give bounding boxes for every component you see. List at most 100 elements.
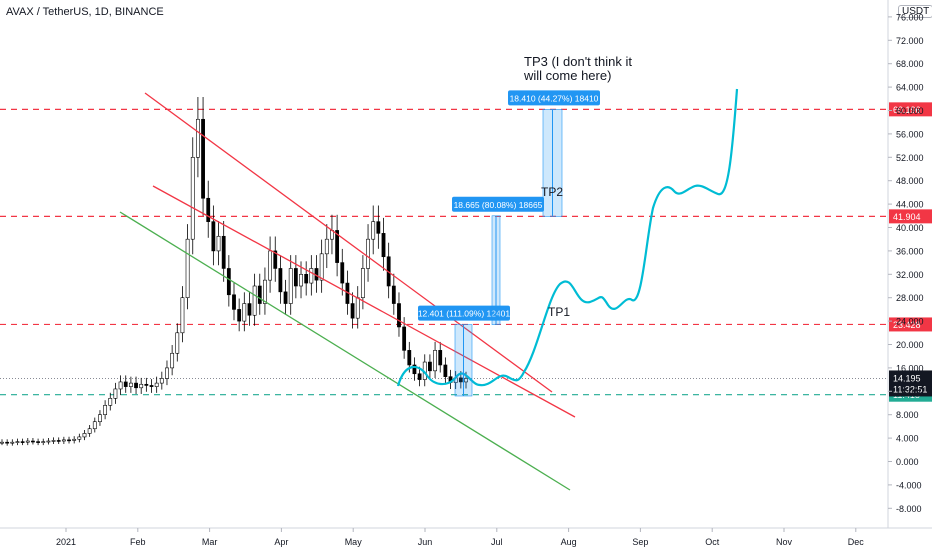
x-tick-label: Aug [561,537,577,547]
annotation-text[interactable]: TP3 (I don't think it [524,54,632,69]
candle [5,439,10,446]
y-tick-label: 48.000 [896,176,924,186]
candle [31,438,35,445]
candle [211,205,216,266]
candle [350,292,355,329]
countdown-label: 11:32:51 [893,384,927,394]
x-tick-label: Dec [848,537,865,547]
mid-trendline[interactable] [152,185,576,418]
candle [56,437,61,445]
candle [190,137,195,255]
y-tick-label: -4.000 [896,480,922,490]
candle [113,382,118,404]
candle [201,96,205,216]
candle [216,221,221,266]
last-price-label: 14.195 [893,373,921,383]
current-price-badge [889,370,932,397]
candle [268,236,272,293]
resistance-trendline[interactable] [144,92,553,393]
y-tick-label: 76.000 [896,12,924,22]
candle [448,369,453,390]
measure-label: 18.665 (80.08%) 18665 [454,200,543,210]
candle [36,438,40,446]
candle [324,224,329,269]
candle [381,217,386,271]
candle [391,273,396,315]
y-tick-label: 28.000 [896,293,924,303]
candle [376,205,381,249]
candle [103,400,108,420]
candle [330,214,334,255]
candle [25,438,30,446]
x-tick-label: Nov [776,537,793,547]
price-level-label: 60.196 [893,105,921,115]
y-tick-label: 8.000 [896,410,919,420]
candle [278,255,283,304]
x-tick-label: 2021 [56,537,76,547]
x-tick-label: May [345,537,363,547]
x-tick-label: Oct [705,537,720,547]
candle [319,239,324,293]
y-tick-label: 24.000 [896,317,924,327]
candle [0,439,4,446]
candle [41,438,46,446]
annotation-text[interactable]: TP2 [541,185,563,199]
candle [232,283,236,321]
candle [335,214,340,277]
candle [293,255,298,299]
candle [10,439,15,446]
y-tick-label: 52.000 [896,153,924,163]
candle [283,279,288,315]
candle [304,261,309,296]
candle [309,255,314,296]
y-tick-label: 60.000 [896,106,924,116]
y-tick-label: 40.000 [896,223,924,233]
candle [196,96,200,178]
candle [397,292,401,337]
candle [82,429,87,441]
y-tick-label: 64.000 [896,83,924,93]
candle [128,376,133,393]
price-level-badge [889,209,932,224]
candle [134,376,138,394]
support-trendline[interactable] [119,211,571,491]
candle [206,180,211,238]
candle [438,341,443,373]
projected-path[interactable] [396,88,739,387]
x-tick-label: Apr [274,537,288,547]
y-tick-label: 12.000 [896,387,924,397]
annotation-text[interactable]: TP1 [548,305,570,319]
price-level-badge [889,102,932,117]
measure-label-bg [508,90,600,106]
candle [237,298,242,332]
candle [77,433,82,443]
measure-box[interactable]: 18.665 (80.08%) 18665 [452,196,544,325]
price-level-badge [889,317,932,332]
candle [242,292,247,332]
candle [443,357,448,384]
y-tick-label: 0.000 [896,457,919,467]
annotation-text[interactable]: will come here) [523,68,611,83]
y-tick-label: -8.000 [896,504,922,514]
y-tick-label: 4.000 [896,434,919,444]
candle [221,221,226,282]
candle [144,377,149,392]
x-tick-label: Jun [418,537,433,547]
candle [170,345,175,376]
candle [226,255,231,307]
currency-button[interactable]: USDT [898,5,932,18]
candle [252,273,257,326]
candle [61,436,66,445]
y-tick-label: 32.000 [896,270,924,280]
y-tick-label: 16.000 [896,363,924,373]
candle [123,375,128,393]
measure-box[interactable]: 12.401 (111.09%) 12401 [418,305,511,397]
y-tick-label: 44.000 [896,200,924,210]
y-tick-label: 56.000 [896,129,924,139]
measure-box[interactable]: 18.410 (44.27%) 18410 [508,90,600,217]
candle [165,360,169,386]
candle [288,255,293,315]
candle [139,377,144,394]
candle [159,371,164,390]
